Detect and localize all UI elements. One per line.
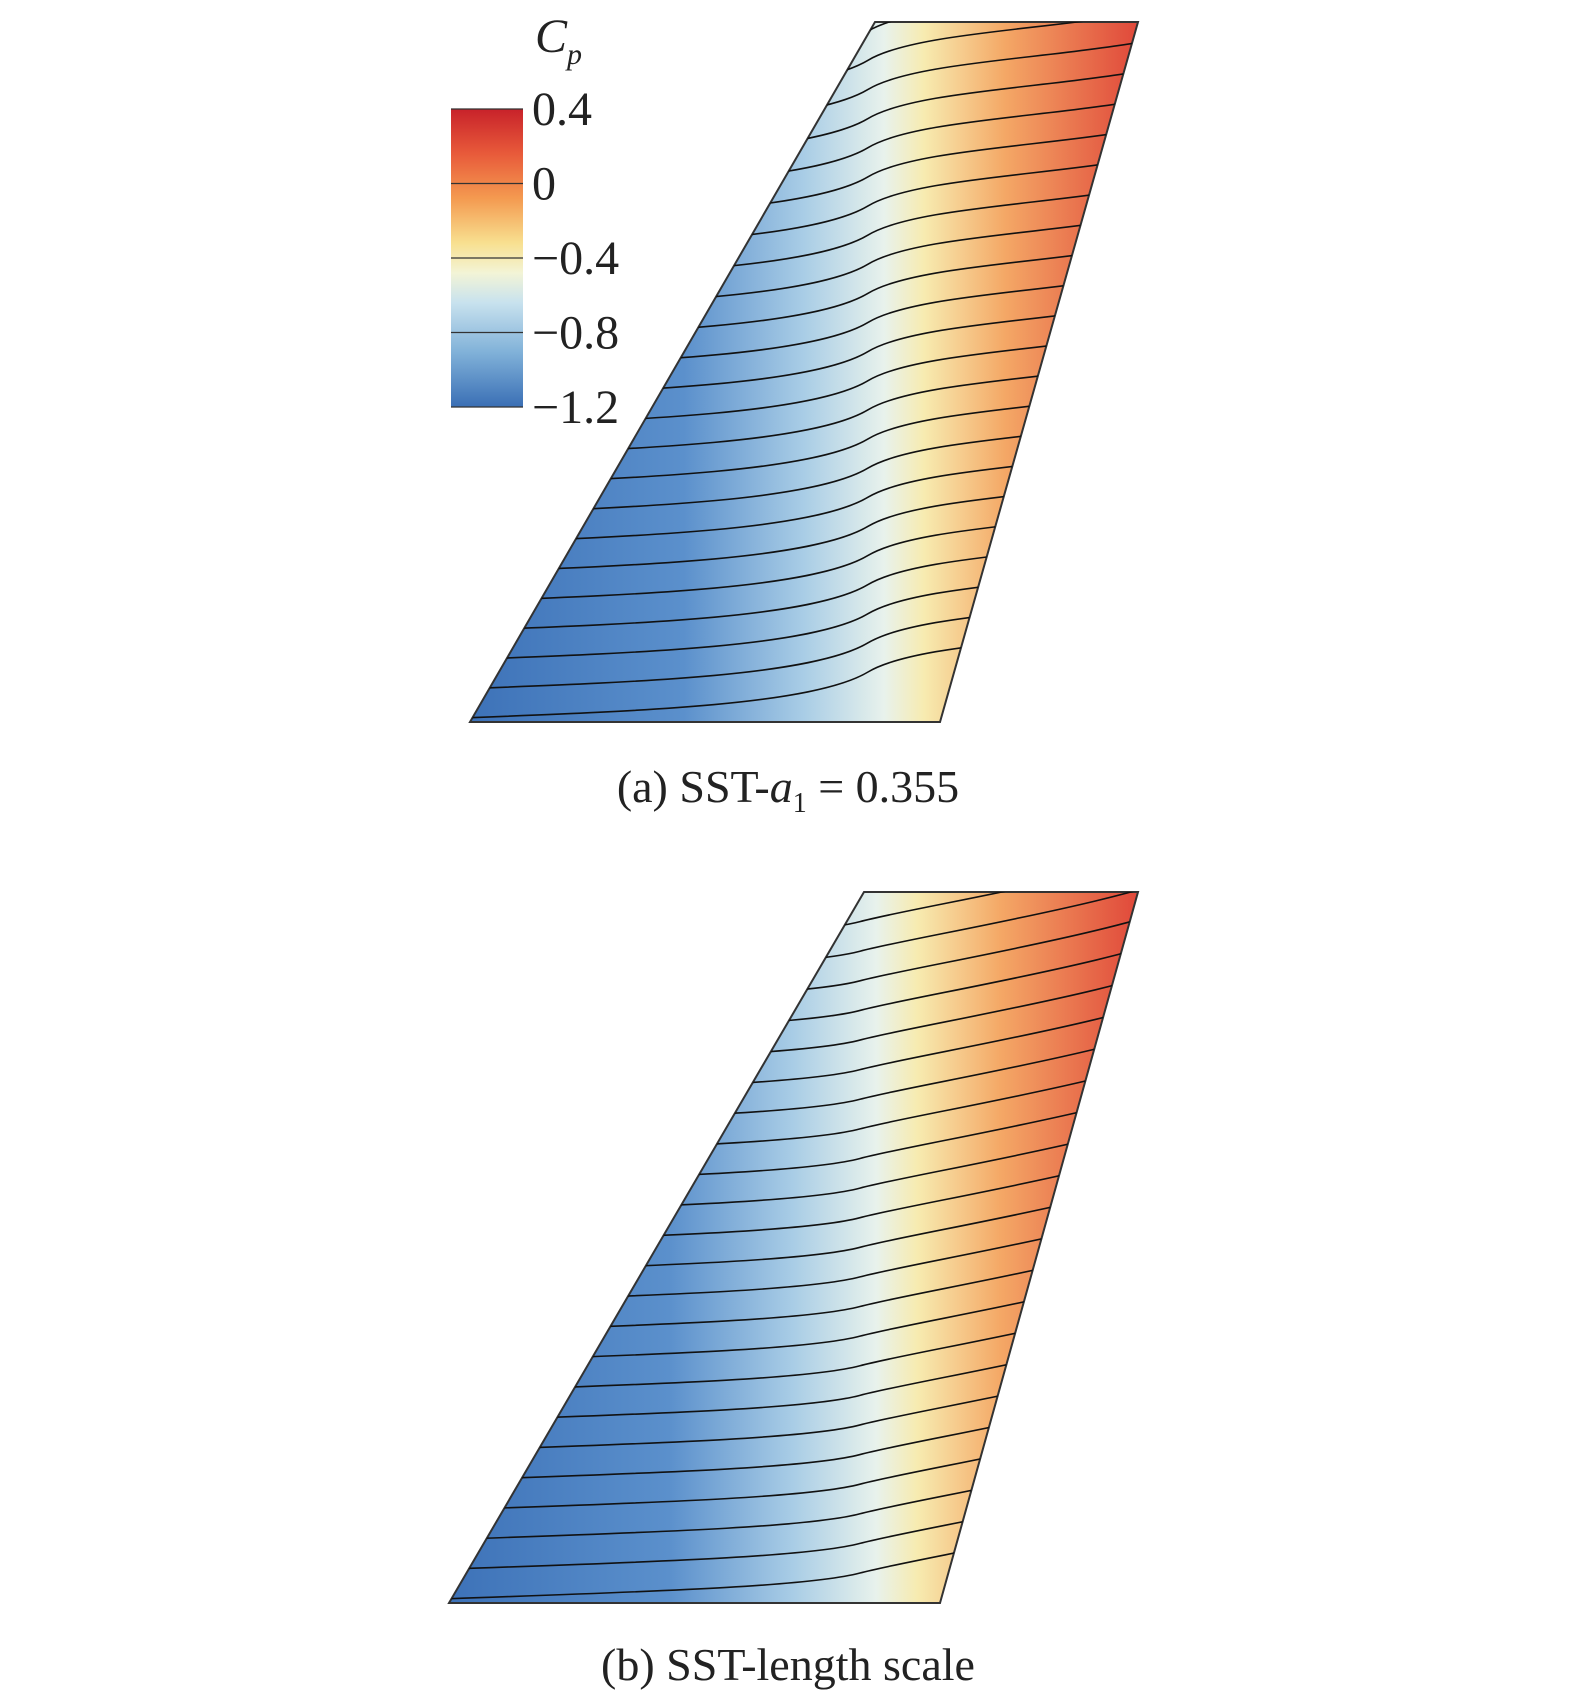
colorbar-tick-label: −0.4 xyxy=(532,232,619,285)
caption-a: (a) SST-a1 = 0.355 xyxy=(617,761,959,819)
caption-subscript: 1 xyxy=(793,788,807,819)
colorbar-tick-label: 0 xyxy=(532,158,556,211)
colorbar-tick-label: −1.2 xyxy=(532,381,619,434)
colorbar: Cp 0.4 0 −0.4 −0.8 −1.2 xyxy=(451,10,619,434)
colorbar-title-main: C xyxy=(535,10,568,63)
caption-variable: a xyxy=(770,761,793,812)
colorbar-title: Cp xyxy=(535,10,582,71)
caption-b: (b) SST-length scale xyxy=(601,1639,975,1690)
colorbar-title-sub: p xyxy=(565,38,582,71)
colorbar-tick-label: −0.8 xyxy=(532,307,619,360)
caption-prefix: (a) SST- xyxy=(617,761,770,812)
colorbar-tick-label: 0.4 xyxy=(532,83,592,136)
caption-suffix: = 0.355 xyxy=(807,761,959,812)
wing-surface xyxy=(447,891,1140,1604)
wing-b xyxy=(447,891,1140,1604)
